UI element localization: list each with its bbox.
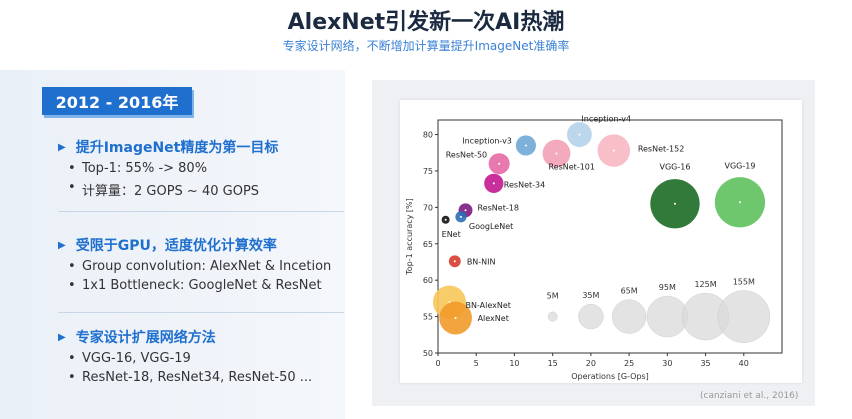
section-heading: ▶ 专家设计扩展网络方法	[58, 327, 312, 347]
data-label: ResNet-34	[504, 180, 545, 189]
plot-card: 0 5 10 15 20 25 30 35 40 50 55 60 65 70 75 80 Operations…	[400, 100, 802, 383]
legend-bubble	[578, 303, 604, 330]
bullet-item: • ResNet-18, ResNet34, ResNet-50 ...	[68, 370, 312, 385]
section-3: ▶ 专家设计扩展网络方法 • VGG-16, VGG-19 • ResNet-18,…	[58, 327, 312, 385]
triangle-bullet-icon: ▶	[58, 141, 66, 153]
x-tick-label: 5	[474, 359, 479, 368]
data-label: ResNet-18	[478, 203, 519, 212]
bubble-center-dot	[464, 209, 467, 212]
y-axis-label: Top-1 accuracy [%]	[405, 198, 414, 276]
bubble-center-dot	[673, 202, 676, 205]
bubble-center-dot	[738, 201, 741, 204]
section-heading: ▶ 受限于GPU，适度优化计算效率	[58, 235, 331, 255]
bullet-item: • VGG-16, VGG-19	[68, 351, 312, 366]
bubble-center-dot	[555, 152, 558, 155]
legend-label: 5M	[547, 292, 559, 301]
dot-icon: •	[68, 161, 76, 176]
x-tick-label: 15	[548, 359, 558, 368]
bubble-center-dot	[444, 218, 447, 221]
data-label: ResNet-101	[548, 162, 595, 171]
plot-frame	[437, 119, 783, 354]
legend-label: 125M	[694, 280, 716, 289]
y-tick-label: 55	[423, 313, 433, 322]
dot-icon: •	[68, 180, 76, 195]
bubble-center-dot	[459, 215, 462, 218]
section-2: ▶ 受限于GPU，适度优化计算效率 • Group convolution: Al…	[58, 235, 331, 293]
divider	[58, 211, 344, 212]
section-heading-text: 专家设计扩展网络方法	[75, 330, 216, 346]
x-tick-label: 25	[624, 359, 634, 368]
section-1: ▶ 提升ImageNet精度为第一目标 • Top-1: 55% -> 80% •…	[58, 137, 279, 199]
legend-bubble	[646, 295, 689, 338]
data-label: ResNet-152	[638, 145, 685, 154]
bullet-item: • Group convolution: AlexNet & Incetion	[68, 259, 331, 274]
bullet-text: VGG-16, VGG-19	[82, 351, 191, 366]
bullet-item: • 1x1 Bottleneck: GoogleNet & ResNet	[68, 278, 331, 293]
y-tick-label: 60	[423, 276, 433, 285]
divider	[58, 312, 344, 313]
triangle-bullet-icon: ▶	[58, 331, 66, 343]
legend-bubble	[547, 311, 558, 322]
dot-icon: •	[68, 351, 76, 366]
x-tick-label: 35	[700, 359, 710, 368]
dot-icon: •	[68, 370, 76, 385]
bullet-text: 计算量：2 GOPS ~ 40 GOPS	[82, 184, 260, 199]
bullet-item: • 计算量：2 GOPS ~ 40 GOPS	[68, 180, 278, 199]
data-label: VGG-16	[660, 163, 691, 172]
bubble-chart: 0 5 10 15 20 25 30 35 40 50 55 60 65 70 75 80 Operations…	[405, 115, 783, 381]
data-label: GoogLeNet	[469, 222, 513, 231]
legend-label: 35M	[582, 291, 599, 300]
y-tick-label: 80	[423, 131, 433, 140]
x-tick-label: 10	[509, 359, 519, 368]
y-tick-label: 65	[423, 240, 433, 249]
data-label: Inception-v4	[581, 115, 631, 124]
bubble-center-dot	[492, 182, 495, 185]
bubble-center-dot	[498, 162, 501, 165]
legend-label: 95M	[659, 283, 676, 292]
bullet-text: Group convolution: AlexNet & Incetion	[82, 259, 332, 274]
legend-bubble	[611, 299, 647, 334]
slide-title: AlexNet引发新一次AI热潮	[287, 10, 565, 35]
bubble-center-dot	[524, 144, 527, 147]
bullet-text: Top-1: 55% -> 80%	[82, 161, 208, 176]
x-tick-label: 20	[586, 359, 596, 368]
slide-subtitle: 专家设计网络，不断增加计算量提升ImageNet准确率	[282, 39, 570, 53]
data-label: ResNet-50	[446, 151, 487, 160]
bubble-center-dot	[578, 133, 581, 136]
x-tick-label: 40	[739, 359, 749, 368]
legend-bubble	[717, 290, 771, 343]
data-label: BN-AlexNet	[465, 301, 510, 310]
dot-icon: •	[68, 259, 76, 274]
y-tick-label: 75	[423, 167, 433, 176]
bullet-text: ResNet-18, ResNet34, ResNet-50 ...	[82, 370, 313, 385]
y-tick-label: 70	[423, 203, 433, 212]
section-heading-text: 受限于GPU，适度优化计算效率	[75, 238, 277, 254]
citation: (canziani et al., 2016)	[700, 391, 799, 401]
x-tick-label: 0	[435, 359, 440, 368]
bubble-center-dot	[454, 317, 457, 320]
data-label: ENet	[442, 230, 461, 239]
y-tick-label: 50	[423, 349, 433, 358]
year-badge: 2012 - 2016年	[42, 87, 192, 115]
bubble-center-dot	[453, 260, 456, 263]
triangle-bullet-icon: ▶	[58, 239, 66, 251]
data-label: BN-NIN	[467, 257, 496, 266]
legend-label: 65M	[621, 287, 638, 296]
data-label: VGG-19	[724, 161, 755, 170]
data-label: Inception-v3	[462, 136, 512, 145]
x-axis-label: Operations [G-Ops]	[571, 372, 649, 381]
x-tick-label: 30	[662, 359, 672, 368]
bullet-text: 1x1 Bottleneck: GoogleNet & ResNet	[82, 278, 322, 293]
section-heading: ▶ 提升ImageNet精度为第一目标	[58, 137, 279, 157]
left-panel	[0, 70, 345, 419]
dot-icon: •	[68, 278, 76, 293]
section-heading-text: 提升ImageNet精度为第一目标	[75, 140, 279, 156]
legend-label: 155M	[733, 277, 755, 286]
data-label: AlexNet	[478, 314, 509, 323]
bullet-item: • Top-1: 55% -> 80%	[68, 161, 278, 176]
bubble-center-dot	[612, 149, 615, 152]
bubble-center-dot	[448, 301, 451, 304]
